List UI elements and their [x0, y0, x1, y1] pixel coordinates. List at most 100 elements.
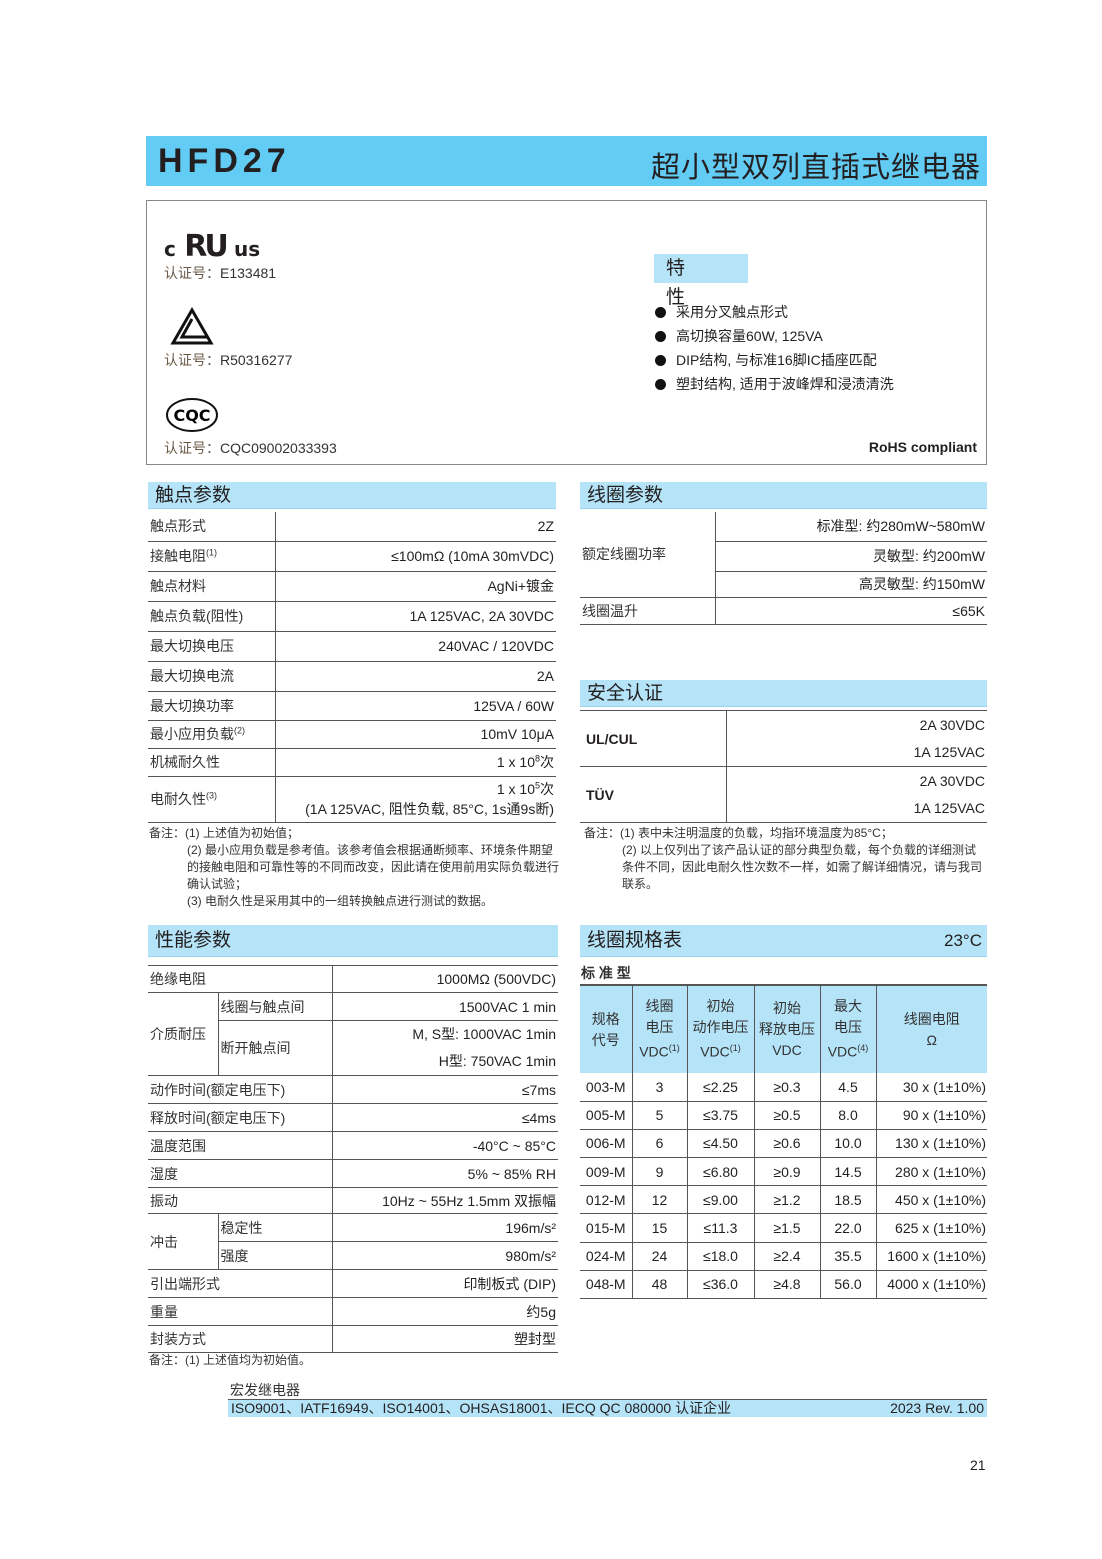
value-line: 1A 125VAC, 2A 30VDC	[278, 608, 555, 624]
safety-value: 1A 125VAC	[726, 738, 987, 767]
coil-spec-cell: 48	[632, 1270, 688, 1300]
coil-spec-row: 003-M 3 ≤2.25 ≥0.3 4.5 30 x (1±10%)	[580, 1073, 987, 1102]
contact-notes: 备注：(1) 上述值为初始值； (2) 最小应用负载是参考值。该参考值会根据通断…	[149, 826, 560, 908]
page-number: 21	[970, 1457, 986, 1473]
coil-spec-cell: ≥0.6	[754, 1129, 821, 1159]
cqc-logo-icon: CQC	[166, 398, 218, 432]
value-line: 1 x 108次	[278, 752, 554, 772]
coil-spec-row: 005-M 5 ≤3.75 ≥0.5 8.0 90 x (1±10%)	[580, 1101, 987, 1130]
coil-spec-row: 009-M 9 ≤6.80 ≥0.9 14.5 280 x (1±10%)	[580, 1157, 987, 1187]
power-sensitive: 灵敏型: 约200mW	[715, 541, 987, 572]
perf-value: 196m/s²	[332, 1213, 558, 1242]
coil-spec-cell: 8.0	[820, 1101, 877, 1130]
contact-value: ≤100mΩ (10mA 30mVDC)	[275, 541, 556, 572]
contact-label: 最大切换功率	[148, 691, 276, 721]
performance-table: 绝缘电阻 1000MΩ (500VDC) 介质耐压 线圈与触点间 1500VAC 1 …	[148, 965, 558, 1353]
contact-row: 触点负载(阻性) 1A 125VAC, 2A 30VDC	[148, 601, 556, 632]
coil-spec-cell: ≥1.2	[754, 1185, 821, 1215]
coil-spec-cell: 1600 x (1±10%)	[876, 1242, 987, 1271]
column-header: 最大 电压 VDC(4)	[820, 985, 877, 1073]
contact-label: 最小应用负载(2)	[148, 720, 276, 749]
header-text: VDC	[700, 1043, 730, 1060]
contact-row: 最大切换电压 240VAC / 120VDC	[148, 631, 556, 662]
perf-value: 印制板式 (DIP)	[332, 1269, 558, 1298]
contact-row: 接触电阻(1) ≤100mΩ (10mA 30mVDC)	[148, 541, 556, 572]
perf-value: 980m/s²	[332, 1241, 558, 1270]
safety-cert-label: UL/CUL	[580, 710, 727, 767]
contact-table: 触点形式 2Z 接触电阻(1) ≤100mΩ (10mA 30mVDC) 触点材料 AgN…	[148, 512, 556, 823]
contact-label: 触点形式	[148, 512, 276, 542]
product-title: 超小型双列直插式继电器	[650, 152, 981, 184]
header-line: 初始	[688, 996, 754, 1017]
ul-cert: 认证号：E133481	[164, 265, 277, 281]
contact-label: 最大切换电压	[148, 631, 276, 662]
tuv-cert-number: R50316277	[220, 352, 293, 368]
header-text: 电压	[834, 1019, 862, 1036]
safety-value: 2A 30VDC	[919, 716, 985, 733]
footnote-ref: (1)	[206, 547, 217, 558]
perf-value: 10Hz ~ 55Hz 1.5mm 双振幅	[332, 1187, 558, 1214]
contact-label: 机械耐久性	[148, 748, 276, 777]
ul-cert-number: E133481	[220, 265, 277, 281]
perf-value: M, S型: 1000VAC 1min	[412, 1026, 556, 1042]
coil-spec-cell: ≥0.3	[754, 1073, 821, 1102]
header-line: VDC(4)	[821, 1038, 876, 1063]
column-header: 线圈电阻 Ω	[876, 985, 987, 1073]
coil-spec-cell: 009-M	[580, 1157, 633, 1187]
coil-table: 额定线圈功率 标准型: 约280mW~580mW 灵敏型: 约200mW 高灵敏型…	[580, 512, 987, 625]
header-line: Ω	[877, 1030, 988, 1051]
header-text: 初始	[706, 998, 735, 1015]
header-text: Ω	[926, 1031, 937, 1048]
coil-spec-cell: 005-M	[580, 1101, 633, 1130]
column-header: 初始 释放电压 VDC	[754, 985, 821, 1073]
coil-spec-cell: ≤36.0	[687, 1270, 755, 1300]
coil-spec-cell: 130 x (1±10%)	[876, 1129, 987, 1159]
safety-cert-label: TÜV	[580, 766, 727, 823]
cqc-cert: 认证号：CQC09002033393	[164, 440, 337, 456]
header-line: VDC(1)	[688, 1038, 754, 1063]
coil-spec-cell: 6	[632, 1129, 688, 1159]
svg-text:CQC: CQC	[173, 406, 210, 425]
contact-row: 最小应用负载(2) 10mV 10μA	[148, 720, 556, 749]
performance-section-title: 性能参数	[148, 925, 558, 957]
perf-label: 引出端形式	[148, 1269, 333, 1298]
temp-rise-label: 线圈温升	[580, 597, 716, 625]
value-line: 1 x 105次	[278, 779, 554, 799]
value-line: ≤100mΩ (10mA 30mVDC)	[278, 548, 554, 564]
header-line: 代号	[580, 1030, 632, 1051]
coil-spec-table: 规格 代号 线圈 电压 VDC(1) 初始 动作电压 VDC(1) 初始 释放电压 VDC 最大 电压 V…	[580, 984, 987, 1300]
value-line: 240VAC / 120VDC	[278, 638, 554, 654]
coil-spec-cell: 30 x (1±10%)	[876, 1073, 987, 1102]
value-line: 125VA / 60W	[278, 698, 554, 714]
perf-value: 约5g	[332, 1297, 558, 1326]
contact-value: 1A 125VAC, 2A 30VDC	[275, 601, 556, 632]
perf-label: 冲击	[148, 1213, 219, 1270]
coil-spec-cell: 280 x (1±10%)	[876, 1157, 987, 1187]
coil-spec-cell: 4.5	[820, 1073, 877, 1102]
coil-spec-cell: ≤6.80	[687, 1157, 755, 1187]
footnote-ref: (4)	[857, 1043, 869, 1054]
contact-value: 240VAC / 120VDC	[275, 631, 556, 662]
label-text: 最大切换电压	[150, 638, 234, 654]
label-text: 最小应用负载	[150, 726, 234, 742]
perf-value: ≤7ms	[332, 1075, 558, 1104]
contact-value: 1 x 105次 (1A 125VAC, 阻性负载, 85°C, 1s通9s断)	[275, 776, 556, 823]
column-header: 规格 代号	[580, 985, 633, 1073]
bullet-icon	[655, 355, 666, 366]
header-text: 初始	[773, 1000, 801, 1016]
header-line: 线圈电阻	[877, 1009, 988, 1030]
coil-section-title: 线圈参数	[580, 482, 987, 509]
bullet-icon	[655, 307, 666, 318]
coil-spec-cell: 015-M	[580, 1213, 633, 1243]
header-line: 初始	[755, 998, 820, 1019]
feature-item: 塑封结构, 适用于波峰焊和浸渍清洗	[655, 374, 894, 394]
coil-spec-cell: 3	[632, 1073, 688, 1102]
contact-value: 10mV 10μA	[275, 720, 556, 749]
coil-spec-row: 015-M 15 ≤11.3 ≥1.5 22.0 625 x (1±10%)	[580, 1213, 987, 1243]
value-text: 2A	[536, 668, 554, 684]
perf-value: 塑封型	[332, 1325, 558, 1353]
contact-label: 最大切换电流	[148, 661, 276, 692]
header-text: VDC	[827, 1043, 858, 1060]
coil-spec-cell: 22.0	[820, 1213, 877, 1243]
value-line: 2Z	[278, 518, 554, 534]
